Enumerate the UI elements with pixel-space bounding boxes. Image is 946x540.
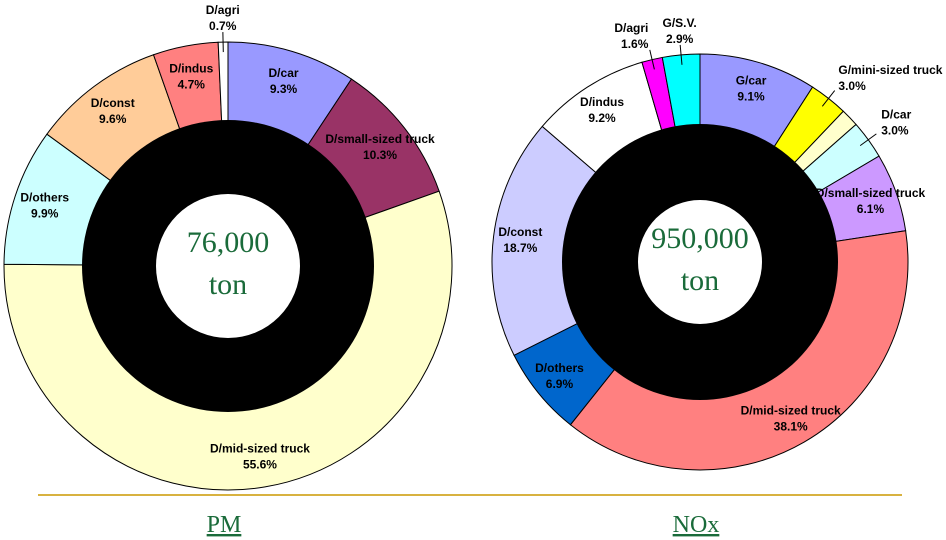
slice-label: D/car: [269, 66, 299, 80]
leader-line: [821, 90, 836, 107]
slice-label: D/mid-sized truck: [741, 404, 841, 418]
slice-label: G/S.V.: [662, 16, 696, 30]
slice-label: G/mini-sized truck: [838, 63, 942, 77]
slice-label: D/indus: [580, 95, 624, 109]
value-label: 9.1%: [737, 89, 765, 103]
slice-label: D/const: [498, 225, 542, 239]
value-label: 9.2%: [588, 111, 616, 125]
chart-title: PM: [207, 512, 242, 538]
slice-label: D/agri: [614, 21, 648, 35]
hole: [156, 194, 300, 338]
value-label: 18.7%: [503, 241, 537, 255]
center-unit: ton: [681, 264, 719, 297]
value-label: 38.1%: [774, 420, 808, 434]
value-label: 4.7%: [178, 78, 206, 92]
value-label: 1.6%: [621, 37, 649, 51]
leader-line: [859, 133, 877, 147]
center-label: 76,000: [187, 226, 270, 259]
slice-label: D/mid-sized truck: [210, 441, 310, 455]
slice-label: G/car: [736, 73, 767, 87]
center-unit: ton: [209, 268, 247, 301]
value-label: 3.0%: [838, 79, 866, 93]
value-label: 3.0%: [881, 123, 909, 137]
leader-line: [649, 49, 655, 70]
slice-label: D/small-sized truck: [816, 186, 926, 200]
value-label: 9.6%: [99, 112, 127, 126]
chart-title: NOx: [673, 512, 720, 538]
value-label: 6.9%: [546, 377, 574, 391]
slice-label: D/small-sized truck: [325, 132, 435, 146]
value-label: 2.9%: [666, 32, 694, 46]
value-label: 0.7%: [209, 19, 237, 33]
value-label: 10.3%: [363, 148, 397, 162]
leader-line: [679, 44, 683, 65]
slice-label: D/indus: [169, 62, 213, 76]
value-label: 6.1%: [857, 202, 885, 216]
slice-label: D/car: [881, 107, 911, 121]
slice-label: D/others: [20, 191, 69, 205]
hole: [638, 200, 762, 324]
value-label: 9.3%: [270, 82, 298, 96]
slice-label: D/agri: [206, 3, 240, 17]
slice-label: D/const: [91, 96, 135, 110]
value-label: 9.9%: [31, 207, 59, 221]
slice-label: D/others: [535, 361, 584, 375]
value-label: 55.6%: [243, 457, 277, 471]
center-label: 950,000: [651, 222, 749, 255]
